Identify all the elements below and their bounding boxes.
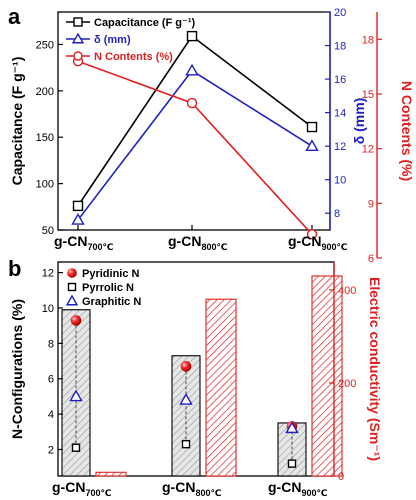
left-tick-label: 10 xyxy=(42,303,54,315)
right-tick-label: 200 xyxy=(338,378,356,390)
series-line xyxy=(77,69,313,221)
legend-label: Pyrrolic N xyxy=(82,282,134,294)
category-subscript: 800℃ xyxy=(201,242,227,252)
legend-marker xyxy=(73,51,83,61)
category-subscript: 800℃ xyxy=(195,488,221,498)
right2-tick-label: 18 xyxy=(362,34,374,46)
right1-tick-label: 20 xyxy=(334,7,346,19)
right1-tick-label: 10 xyxy=(334,175,346,187)
right1-tick-label: 14 xyxy=(334,108,346,120)
conductivity-bar xyxy=(311,275,343,477)
legend-marker xyxy=(73,17,83,27)
left-tick-label: 200 xyxy=(36,86,54,98)
data-point xyxy=(179,393,193,405)
right2-axis-label: N Contents (%) xyxy=(399,81,415,181)
left-tick-label: 100 xyxy=(36,179,54,191)
data-point xyxy=(287,459,297,468)
data-point xyxy=(72,200,84,212)
category-subscript: 900℃ xyxy=(321,242,347,252)
data-point xyxy=(186,97,198,109)
category-label: g-CN900℃ xyxy=(268,479,327,498)
category-main: g-CN xyxy=(268,479,301,495)
legend-label: N Contents (%) xyxy=(94,51,173,63)
data-point xyxy=(181,439,191,449)
right2-tick-label: 9 xyxy=(368,198,374,210)
data-point xyxy=(285,421,299,434)
category-subscript: 700℃ xyxy=(85,488,111,498)
legend-marker xyxy=(71,32,85,44)
data-point xyxy=(71,213,85,225)
left-tick-label: 250 xyxy=(36,39,54,51)
right1-tick-label: 8 xyxy=(334,208,340,220)
data-point xyxy=(186,30,198,42)
right1-tick-label: 12 xyxy=(334,141,346,153)
legend-label: δ (mm) xyxy=(94,34,131,46)
conductivity-bar xyxy=(205,298,237,477)
category-subscript: 700℃ xyxy=(87,242,113,252)
left-tick-label: 6 xyxy=(48,374,54,386)
left-axis-label: Capacitance (F g⁻¹) xyxy=(9,57,25,186)
data-point xyxy=(185,63,199,76)
conductivity-bar xyxy=(95,471,127,477)
legend-marker xyxy=(67,268,77,278)
left-tick-label: 8 xyxy=(48,338,54,350)
panel-b: b 2 4 6 8 10 12 N-Configurations (%) 0 200 400 Ele… xyxy=(8,256,383,498)
category-main: g-CN xyxy=(162,479,195,495)
category-label: g-CN800℃ xyxy=(162,479,221,498)
legend-label: Graphitic N xyxy=(82,296,141,308)
right2-tick-label: 15 xyxy=(362,89,374,101)
left-tick-label: 150 xyxy=(36,132,54,144)
legend-b: Pyridinic N Pyrrolic N Graphitic N xyxy=(65,268,141,308)
right2-tick-label: 6 xyxy=(368,253,374,265)
right1-axis-label: δ (mm) xyxy=(351,98,367,145)
legend-label: Pyridinic N xyxy=(82,268,140,280)
data-point xyxy=(180,361,192,372)
category-main: g-CN xyxy=(168,233,201,249)
n-config-bar xyxy=(171,355,201,477)
category-label: g-CN700℃ xyxy=(54,233,113,252)
category-main: g-CN xyxy=(54,233,87,249)
legend-label: Capacitance (F g⁻¹) xyxy=(94,17,195,29)
data-point xyxy=(305,139,319,151)
left-axis-label: N-Configurations (%) xyxy=(9,299,25,439)
panel-letter-b: b xyxy=(8,256,21,281)
legend-marker xyxy=(67,282,77,292)
category-main: g-CN xyxy=(52,479,85,495)
panel-a: a 50 100 150 200 250 Capacitance (F g⁻¹) 8 10 12… xyxy=(8,4,415,265)
right-axis-label: Electric conductivity (Sm⁻¹) xyxy=(367,277,383,461)
category-label: g-CN900℃ xyxy=(288,233,347,252)
category-label: g-CN800℃ xyxy=(168,233,227,252)
data-point xyxy=(71,443,81,452)
category-main: g-CN xyxy=(288,233,321,249)
left-tick-label: 50 xyxy=(42,225,54,237)
right2-tick-label: 12 xyxy=(362,144,374,156)
left-tick-label: 12 xyxy=(42,268,54,280)
right1-tick-label: 16 xyxy=(334,74,346,86)
series-line xyxy=(77,60,313,235)
data-point xyxy=(306,229,318,240)
data-point xyxy=(70,315,82,326)
left-tick-label: 4 xyxy=(48,409,54,421)
left-tick-label: 2 xyxy=(48,444,54,456)
data-point xyxy=(306,121,318,133)
right-tick-label: 400 xyxy=(338,285,356,297)
data-point xyxy=(69,389,83,402)
legend-marker xyxy=(65,294,79,306)
right1-tick-label: 18 xyxy=(334,41,346,53)
category-subscript: 900℃ xyxy=(301,488,327,498)
legend-a: Capacitance (F g⁻¹) δ (mm) N Contents (%) xyxy=(66,17,195,63)
right-tick-label: 0 xyxy=(338,471,344,483)
category-label: g-CN700℃ xyxy=(52,479,111,498)
panel-letter-a: a xyxy=(8,4,21,29)
